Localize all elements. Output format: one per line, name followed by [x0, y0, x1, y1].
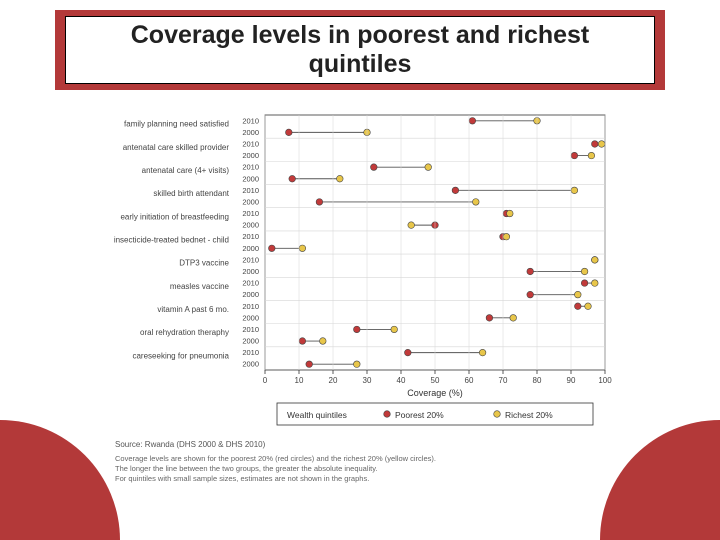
richest-marker — [598, 141, 605, 148]
poorest-marker — [575, 303, 582, 310]
indicator-label: vitamin A past 6 mo. — [157, 305, 229, 314]
year-label: 2000 — [242, 337, 259, 346]
indicator-label: antenatal care (4+ visits) — [142, 166, 230, 175]
poorest-marker — [316, 199, 323, 206]
year-label: 2000 — [242, 244, 259, 253]
x-tick-label: 0 — [263, 376, 268, 385]
x-tick-label: 40 — [397, 376, 406, 385]
year-label: 2000 — [242, 313, 259, 322]
richest-marker — [507, 210, 514, 217]
richest-marker — [503, 233, 510, 240]
x-tick-label: 100 — [598, 376, 612, 385]
title-banner: Coverage levels in poorest and richest q… — [55, 10, 665, 90]
indicator-label: early initiation of breastfeeding — [120, 212, 229, 221]
richest-marker — [299, 245, 306, 252]
indicator-label: family planning need satisfied — [124, 120, 229, 129]
year-label: 2000 — [242, 221, 259, 230]
richest-marker — [592, 280, 599, 287]
x-tick-label: 10 — [295, 376, 304, 385]
year-label: 2010 — [242, 232, 259, 241]
richest-marker — [320, 338, 327, 345]
richest-marker — [473, 199, 480, 206]
year-label: 2010 — [242, 302, 259, 311]
indicator-label: measles vaccine — [170, 282, 230, 291]
richest-marker — [337, 175, 344, 182]
x-tick-label: 80 — [533, 376, 542, 385]
indicator-label: oral rehydration theraphy — [140, 328, 229, 337]
year-label: 2010 — [242, 209, 259, 218]
x-tick-label: 90 — [567, 376, 576, 385]
page-title: Coverage levels in poorest and richest q… — [76, 21, 644, 79]
year-label: 2000 — [242, 360, 259, 369]
richest-marker — [571, 187, 578, 194]
poorest-marker — [571, 152, 578, 159]
poorest-marker — [371, 164, 378, 171]
poorest-marker — [405, 349, 412, 356]
year-label: 2010 — [242, 325, 259, 334]
legend-item-label: Poorest 20% — [395, 410, 444, 420]
legend-marker — [384, 411, 391, 418]
legend-title: Wealth quintiles — [287, 410, 347, 420]
source-text: Source: Rwanda (DHS 2000 & DHS 2010) — [115, 440, 266, 449]
legend-marker — [494, 411, 501, 418]
chart-area: family planning need satisfied20102000an… — [95, 105, 655, 525]
richest-marker — [585, 303, 592, 310]
richest-marker — [588, 152, 595, 159]
richest-marker — [354, 361, 361, 368]
indicator-label: DTP3 vaccine — [179, 259, 229, 268]
richest-marker — [592, 257, 599, 264]
indicator-label: antenatal care skilled provider — [123, 143, 230, 152]
poorest-marker — [527, 268, 534, 275]
year-label: 2000 — [242, 290, 259, 299]
poorest-marker — [592, 141, 599, 148]
indicator-label: insecticide-treated bednet - child — [114, 236, 229, 245]
richest-marker — [479, 349, 486, 356]
year-label: 2010 — [242, 139, 259, 148]
richest-marker — [581, 268, 588, 275]
poorest-marker — [469, 117, 476, 124]
year-label: 2010 — [242, 163, 259, 172]
note-text: Coverage levels are shown for the poores… — [115, 454, 436, 463]
year-label: 2000 — [242, 128, 259, 137]
year-label: 2000 — [242, 267, 259, 276]
poorest-marker — [289, 175, 296, 182]
x-tick-label: 50 — [431, 376, 440, 385]
note-text: The longer the line between the two grou… — [115, 464, 378, 473]
poorest-marker — [527, 291, 534, 298]
year-label: 2010 — [242, 116, 259, 125]
poorest-marker — [452, 187, 459, 194]
poorest-marker — [581, 280, 588, 287]
year-label: 2010 — [242, 348, 259, 357]
legend-item-label: Richest 20% — [505, 410, 553, 420]
richest-marker — [575, 291, 582, 298]
indicator-label: careseeking for pneumonia — [132, 351, 229, 360]
richest-marker — [408, 222, 415, 229]
poorest-marker — [306, 361, 313, 368]
richest-marker — [391, 326, 398, 333]
year-label: 2010 — [242, 279, 259, 288]
x-axis-label: Coverage (%) — [407, 388, 463, 398]
indicator-label: skilled birth attendant — [153, 189, 229, 198]
year-label: 2000 — [242, 174, 259, 183]
poorest-marker — [269, 245, 276, 252]
year-label: 2000 — [242, 151, 259, 160]
note-text: For quintiles with small sample sizes, e… — [115, 474, 369, 483]
x-tick-label: 60 — [465, 376, 474, 385]
poorest-marker — [486, 315, 493, 322]
year-label: 2010 — [242, 186, 259, 195]
dot-plot-chart: family planning need satisfied20102000an… — [95, 105, 655, 525]
poorest-marker — [354, 326, 361, 333]
x-tick-label: 20 — [329, 376, 338, 385]
x-tick-label: 70 — [499, 376, 508, 385]
poorest-marker — [299, 338, 306, 345]
year-label: 2010 — [242, 255, 259, 264]
year-label: 2000 — [242, 197, 259, 206]
x-tick-label: 30 — [363, 376, 372, 385]
richest-marker — [510, 315, 517, 322]
richest-marker — [425, 164, 432, 171]
poorest-marker — [286, 129, 293, 136]
